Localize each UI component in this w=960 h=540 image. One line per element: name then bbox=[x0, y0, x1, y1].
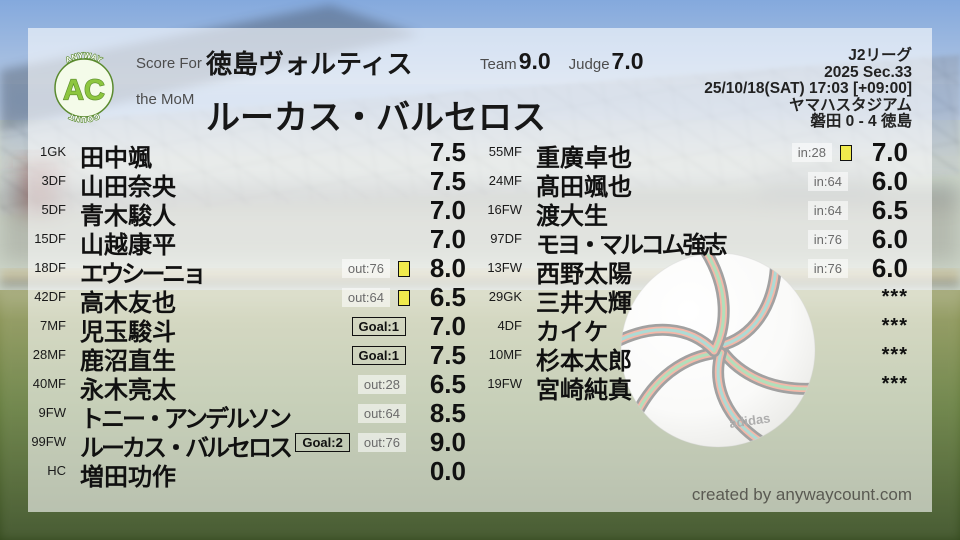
svg-text:AC: AC bbox=[63, 75, 105, 107]
